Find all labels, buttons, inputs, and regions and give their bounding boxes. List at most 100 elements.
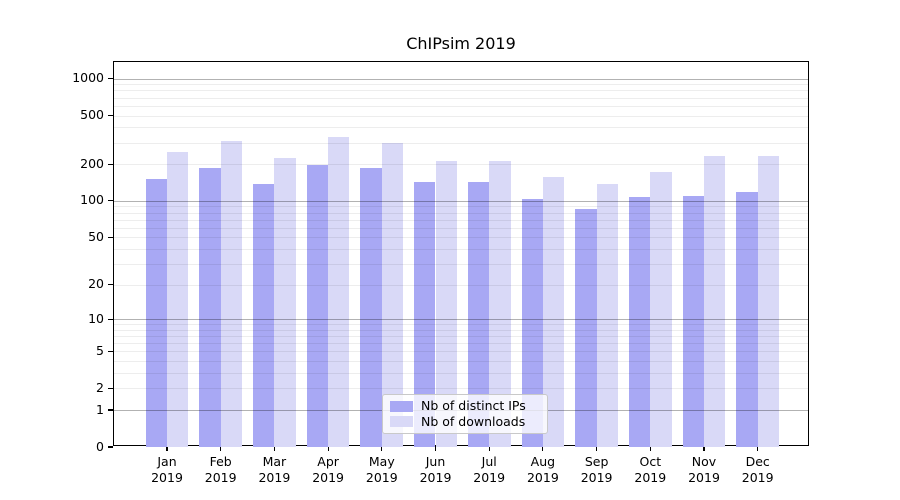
gridline-minor-900 bbox=[114, 84, 808, 86]
y-tick-50 bbox=[108, 236, 113, 238]
x-tick-label-jun: Jun 2019 bbox=[419, 454, 452, 485]
bar-distinct-ips-apr bbox=[306, 165, 329, 447]
bar-distinct-ips-mar bbox=[253, 183, 275, 447]
y-tick-label-50: 50 bbox=[88, 228, 104, 244]
bar-downloads-jun bbox=[435, 160, 457, 447]
gridline-minor-600 bbox=[114, 105, 808, 107]
y-tick-5 bbox=[108, 350, 113, 352]
x-tick-label-jan: Jan 2019 bbox=[151, 454, 183, 485]
y-tick-label-1000: 1000 bbox=[72, 70, 104, 85]
x-tick-jan bbox=[166, 446, 168, 451]
y-tick-label-5: 5 bbox=[96, 342, 104, 358]
gridline-minor-20 bbox=[114, 284, 808, 286]
bar-downloads-dec bbox=[757, 156, 780, 447]
y-tick-label-0: 0 bbox=[96, 438, 104, 454]
plot-area: ChIPsim 2019 Nb of distinct IPs Nb of do… bbox=[72, 34, 809, 485]
gridline-major-1000 bbox=[114, 78, 808, 80]
y-tick-0 bbox=[108, 446, 113, 448]
bar-downloads-oct bbox=[650, 171, 672, 447]
x-tick-label-aug: Aug 2019 bbox=[526, 454, 559, 485]
x-tick-label-may: May 2019 bbox=[365, 454, 398, 485]
legend-swatch-downloads bbox=[390, 416, 413, 428]
bar-distinct-ips-feb bbox=[199, 167, 221, 447]
legend-box: Nb of distinct IPs Nb of downloads bbox=[382, 394, 548, 434]
gridline-minor-2 bbox=[114, 388, 808, 390]
legend-label-downloads: Nb of downloads bbox=[421, 413, 526, 429]
x-tick-label-dec: Dec 2019 bbox=[741, 454, 774, 485]
x-tick-nov bbox=[703, 446, 705, 451]
bar-downloads-mar bbox=[274, 157, 296, 447]
y-tick-1 bbox=[108, 409, 113, 411]
bar-distinct-ips-nov bbox=[682, 196, 704, 447]
gridline-minor-9 bbox=[114, 324, 808, 326]
gridline-minor-4 bbox=[114, 361, 808, 363]
y-tick-20 bbox=[108, 284, 113, 286]
legend-item-distinct-ips: Nb of distinct IPs bbox=[390, 398, 540, 413]
gridline-major-10 bbox=[114, 319, 808, 321]
x-tick-label-sep: Sep 2019 bbox=[580, 454, 613, 485]
gridline-minor-90 bbox=[114, 206, 808, 208]
y-tick-10 bbox=[108, 318, 113, 320]
y-tick-1000 bbox=[108, 77, 113, 80]
x-tick-jun bbox=[434, 446, 437, 451]
legend-item-downloads: Nb of downloads bbox=[390, 413, 540, 429]
legend-label-distinct-ips: Nb of distinct IPs bbox=[421, 398, 526, 413]
bar-downloads-apr bbox=[328, 136, 350, 447]
bar-distinct-ips-oct bbox=[628, 196, 651, 447]
x-tick-label-mar: Mar 2019 bbox=[258, 454, 291, 485]
x-tick-may bbox=[381, 446, 383, 451]
x-tick-oct bbox=[649, 446, 651, 451]
bar-distinct-ips-may bbox=[360, 167, 382, 447]
gridline-minor-300 bbox=[114, 142, 808, 144]
y-tick-label-2: 2 bbox=[96, 379, 104, 395]
x-tick-label-oct: Oct 2019 bbox=[634, 454, 667, 485]
bar-downloads-jan bbox=[167, 152, 189, 447]
x-tick-apr bbox=[327, 446, 329, 451]
x-tick-label-apr: Apr 2019 bbox=[312, 454, 344, 485]
y-tick-100 bbox=[108, 200, 113, 202]
bar-downloads-aug bbox=[542, 177, 565, 447]
gridline-minor-8 bbox=[114, 329, 808, 331]
gridline-minor-5 bbox=[114, 351, 808, 353]
gridline-minor-7 bbox=[114, 336, 808, 338]
gridline-minor-3 bbox=[114, 373, 808, 375]
gridline-minor-30 bbox=[114, 263, 808, 265]
y-tick-2 bbox=[108, 387, 113, 389]
y-tick-label-100: 100 bbox=[80, 192, 104, 208]
bar-distinct-ips-jun bbox=[414, 181, 436, 447]
y-tick-label-20: 20 bbox=[88, 276, 104, 292]
gridline-minor-700 bbox=[114, 97, 808, 99]
bar-distinct-ips-aug bbox=[521, 199, 543, 447]
bar-distinct-ips-jan bbox=[145, 178, 167, 447]
y-tick-label-10: 10 bbox=[88, 310, 104, 326]
gridline-minor-800 bbox=[114, 90, 808, 92]
gridline-minor-6 bbox=[114, 343, 808, 345]
bar-downloads-feb bbox=[220, 141, 243, 447]
bar-downloads-may bbox=[381, 143, 404, 447]
bar-distinct-ips-dec bbox=[736, 191, 758, 447]
bar-distinct-ips-sep bbox=[575, 209, 597, 447]
x-tick-jul bbox=[488, 446, 490, 451]
gridline-minor-40 bbox=[114, 249, 808, 250]
gridline-minor-70 bbox=[114, 219, 808, 221]
gridline-minor-500 bbox=[114, 115, 808, 117]
x-tick-aug bbox=[542, 446, 544, 451]
x-tick-mar bbox=[273, 446, 275, 451]
x-tick-label-feb: Feb 2019 bbox=[204, 454, 237, 485]
gridline-minor-80 bbox=[114, 212, 808, 214]
gridline-minor-400 bbox=[114, 127, 808, 129]
gridline-minor-200 bbox=[114, 164, 808, 166]
y-tick-200 bbox=[108, 163, 113, 165]
gridline-minor-60 bbox=[114, 227, 808, 229]
x-tick-label-nov: Nov 2019 bbox=[688, 454, 720, 485]
bar-downloads-jul bbox=[489, 160, 511, 447]
x-tick-label-jul: Jul 2019 bbox=[473, 454, 506, 485]
bar-distinct-ips-jul bbox=[467, 181, 490, 447]
y-tick-label-200: 200 bbox=[80, 155, 104, 171]
bar-downloads-sep bbox=[596, 183, 618, 447]
chart-title: ChIPsim 2019 bbox=[406, 34, 516, 53]
bar-downloads-nov bbox=[704, 155, 726, 447]
gridline-minor-50 bbox=[114, 237, 808, 239]
y-tick-label-1: 1 bbox=[96, 401, 104, 417]
